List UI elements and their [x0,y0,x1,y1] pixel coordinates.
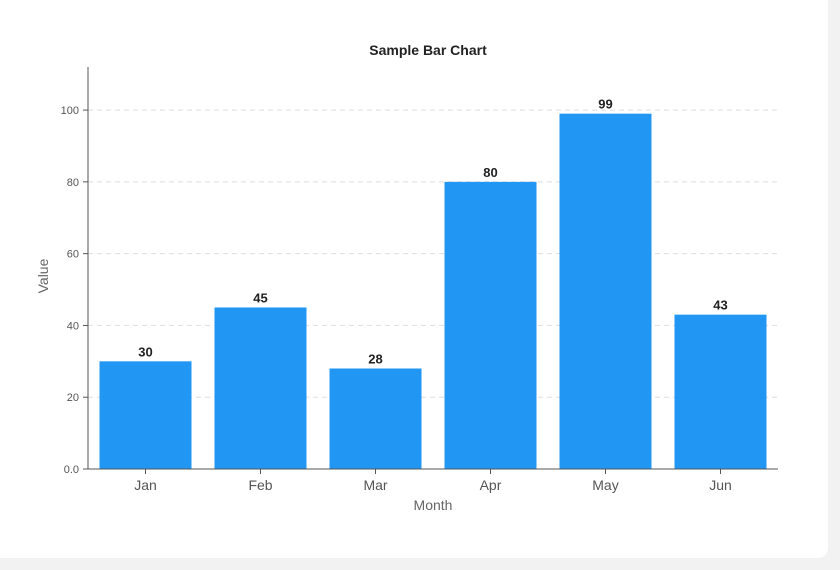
bar-may [559,113,652,470]
chart-title: Sample Bar Chart [369,42,487,58]
y-tick-label: 20 [67,392,79,404]
data-label: 45 [253,290,267,305]
y-tick-label: 80 [67,177,79,189]
x-tick-label: Jun [709,477,732,493]
y-tick-label: 100 [61,105,79,117]
bars [99,113,767,470]
chart-card: Sample Bar Chart 30 45 28 80 99 43 0.0 20 40 60 8… [0,0,828,558]
gridlines [88,109,778,398]
bar-feb [214,307,307,469]
data-label: 80 [483,165,497,180]
y-tick-label: 60 [67,249,79,261]
data-label: 30 [138,344,152,359]
data-label: 28 [368,352,382,367]
data-labels: 30 45 28 80 99 43 [138,97,727,367]
x-tick-label: Mar [363,477,387,493]
x-axis-ticks: Jan Feb Mar Apr May Jun [134,469,732,493]
bar-apr [444,181,537,469]
bar-jun [674,314,767,469]
x-tick-label: Feb [248,477,272,493]
bar-mar [329,368,422,469]
y-tick-label: 0.0 [64,464,79,476]
bar-jan [99,361,192,469]
x-tick-label: Apr [480,477,502,493]
x-tick-label: Jan [134,477,157,493]
x-tick-label: May [592,477,618,493]
y-tick-label: 40 [67,320,79,332]
data-label: 43 [713,298,727,313]
y-axis-title: Value [35,258,51,293]
y-axis-ticks: 0.0 20 40 60 80 100 [61,105,88,476]
data-label: 99 [598,97,612,112]
x-axis-title: Month [414,497,453,513]
